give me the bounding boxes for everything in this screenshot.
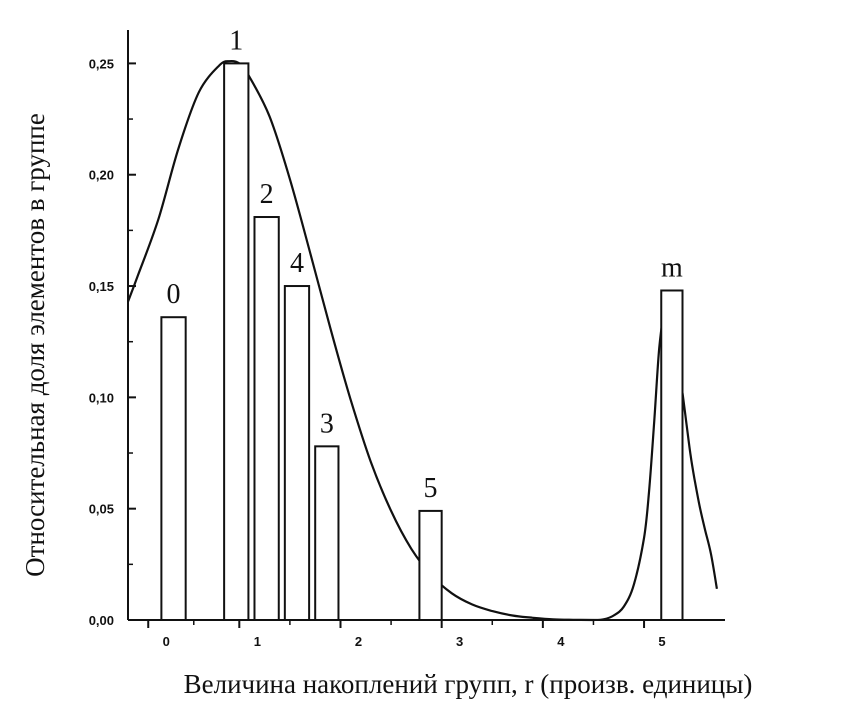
x-axis-title: Величина накоплений групп, r (произв. ед… [184, 669, 753, 699]
y-axis-title: Относительная доля элементов в группе [20, 113, 50, 577]
bars: 0 1 2 4 3 5 m [160, 25, 684, 622]
bar-0 [160, 316, 187, 621]
bar-3 [314, 445, 340, 621]
bar-label-4: 4 [290, 248, 304, 279]
bar-1 [223, 62, 250, 621]
curve-segment-1 [593, 308, 666, 622]
bar-label-3: 3 [320, 408, 334, 439]
x-tick-label: 2 [355, 634, 362, 649]
y-tick-label: 0,10 [89, 390, 114, 405]
x-tick-label: 4 [557, 634, 565, 649]
x-tick-label: 5 [658, 634, 665, 649]
y-tick-label: 0,20 [89, 168, 114, 183]
y-tick-label: 0,05 [89, 502, 114, 517]
bar-label-m: m [661, 252, 683, 283]
ticks: 0,00 0,05 0,10 0,15 0,20 0,25 0 1 2 3 4 5 [89, 56, 666, 649]
x-tick-label: 1 [254, 634, 261, 649]
bar-4 [283, 285, 311, 621]
x-tick-label: 0 [163, 634, 170, 649]
curve-segment-2 [681, 392, 718, 589]
bar-5 [418, 509, 443, 622]
y-tick-label: 0,00 [89, 613, 114, 628]
x-tick-label: 3 [456, 634, 463, 649]
bar-label-1: 1 [229, 25, 243, 56]
bar-label-0: 0 [167, 279, 181, 310]
y-tick-label: 0,25 [89, 56, 114, 71]
bar-m [660, 289, 684, 621]
bar-label-2: 2 [260, 179, 274, 210]
bar-label-5: 5 [424, 473, 438, 504]
bar-2 [253, 216, 280, 622]
fit-curves [126, 59, 718, 622]
y-tick-label: 0,15 [89, 279, 114, 294]
curve-segment-0 [126, 59, 594, 622]
